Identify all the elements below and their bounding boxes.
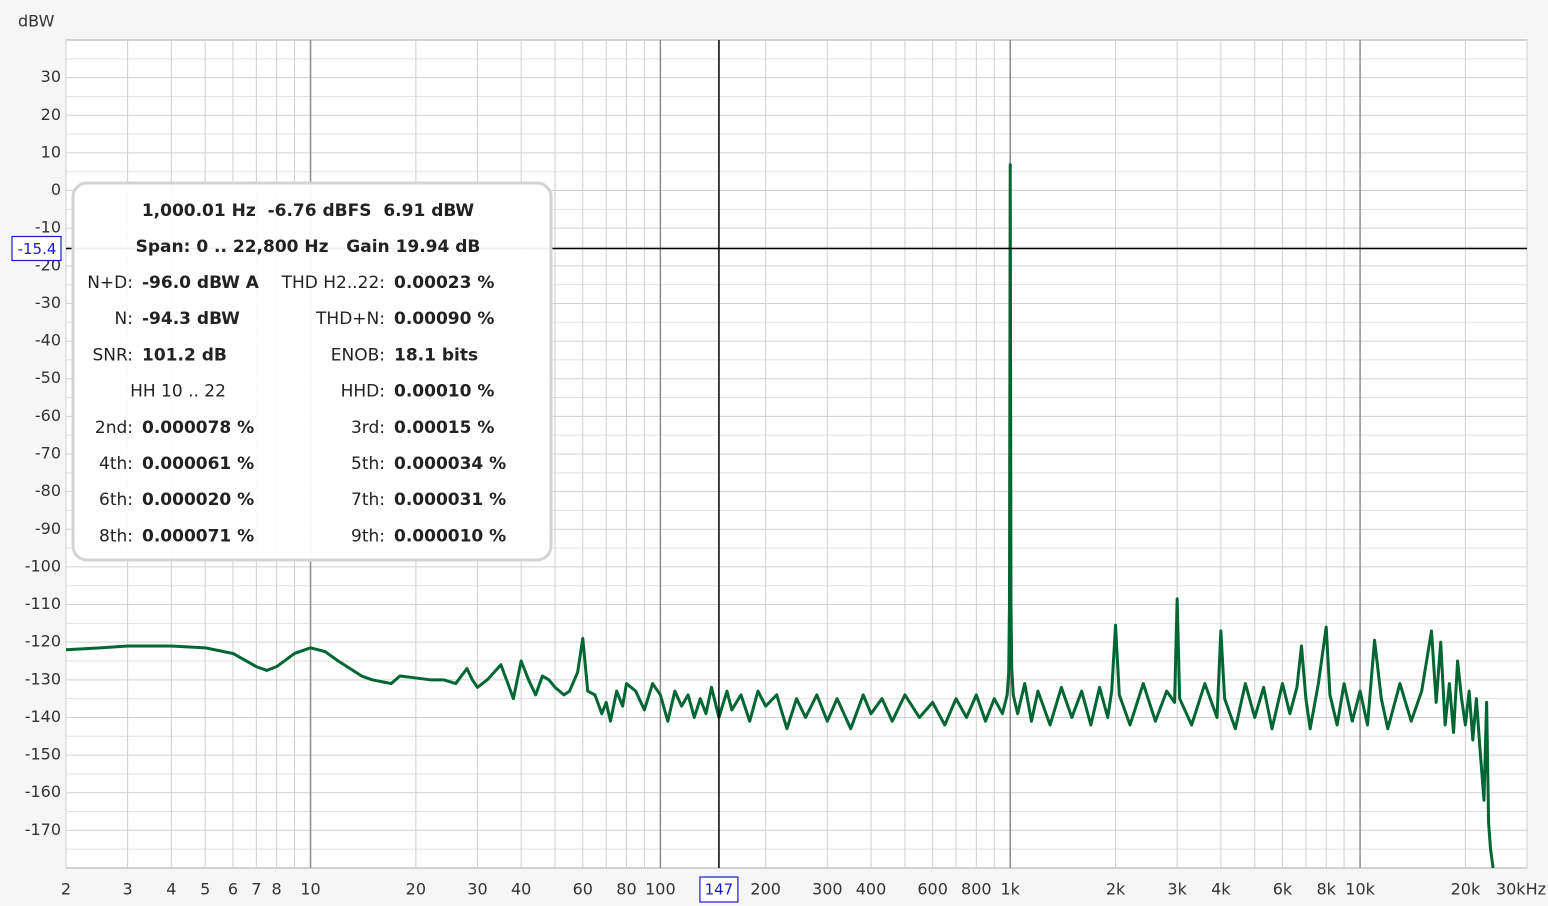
info-value: 0.000034 % <box>394 454 506 474</box>
info-label: THD H2..22: <box>281 273 385 293</box>
x-tick-label: 200 <box>750 880 781 899</box>
x-tick-label: 2 <box>61 880 71 899</box>
info-value: 0.000031 % <box>394 490 506 510</box>
info-label: THD+N: <box>315 309 385 329</box>
y-tick-label: -170 <box>25 820 61 839</box>
info-box <box>71 181 553 562</box>
x-tick-label: 20k <box>1451 880 1481 899</box>
x-tick-label: 4 <box>166 880 176 899</box>
info-value: -96.0 dBW A <box>142 273 260 293</box>
info-header: Span: 0 .. 22,800 Hz Gain 19.94 dB <box>136 237 481 257</box>
x-tick-label: 2k <box>1106 880 1126 899</box>
x-tick-label: 600 <box>917 880 948 899</box>
x-tick-label: 4k <box>1211 880 1231 899</box>
y-tick-label: -130 <box>25 669 61 688</box>
x-tick-label: 400 <box>856 880 887 899</box>
info-value: 0.00010 % <box>394 382 494 402</box>
info-value: 0.000078 % <box>142 418 254 438</box>
x-tick-label: 5 <box>200 880 210 899</box>
x-tick-label: 20 <box>406 880 426 899</box>
y-tick-label: 30 <box>41 67 61 86</box>
y-tick-label: -50 <box>35 368 61 387</box>
y-tick-label: -140 <box>25 707 61 726</box>
info-label: 2nd: <box>95 418 133 438</box>
info-value: 0.00090 % <box>394 309 494 329</box>
x-tick-label: 300 <box>812 880 843 899</box>
info-value: 0.000010 % <box>394 526 506 546</box>
y-tick-label: -100 <box>25 556 61 575</box>
spectrum-line <box>66 163 1495 868</box>
x-tick-label: 10 <box>300 880 320 899</box>
info-value: 0.00023 % <box>394 273 494 293</box>
y-axis-label: dBW <box>18 12 55 31</box>
cursor-x-label: 147 <box>705 881 734 899</box>
info-label: ENOB: <box>331 345 385 365</box>
cursor-y-box <box>11 235 62 262</box>
info-label: 6th: <box>99 490 133 510</box>
info-label: 4th: <box>99 454 133 474</box>
info-value: -94.3 dBW <box>142 309 240 329</box>
info-value: 101.2 dB <box>142 345 227 365</box>
y-tick-label: -40 <box>35 331 61 350</box>
x-tick-label: 80 <box>616 880 636 899</box>
x-tick-label: 40 <box>511 880 531 899</box>
x-tick-label: 8 <box>272 880 282 899</box>
cursor-y-label: -15.4 <box>18 240 57 258</box>
info-value: 0.000020 % <box>142 490 254 510</box>
y-tick-label: -160 <box>25 782 61 801</box>
info-label: N: <box>115 309 133 329</box>
y-tick-label: -150 <box>25 745 61 764</box>
info-label: SNR: <box>92 345 133 365</box>
info-value: 0.000061 % <box>142 454 254 474</box>
y-tick-label: -60 <box>35 406 61 425</box>
info-label: 5th: <box>351 454 385 474</box>
x-tick-label: 30kHz <box>1496 880 1546 899</box>
y-tick-label: -120 <box>25 632 61 651</box>
info-value: 0.000071 % <box>142 526 254 546</box>
info-label: N+D: <box>87 273 133 293</box>
y-tick-label: -80 <box>35 481 61 500</box>
info-value: 0.00015 % <box>394 418 494 438</box>
y-tick-label: -90 <box>35 519 61 538</box>
x-tick-label: 60 <box>573 880 593 899</box>
y-tick-label: 20 <box>41 105 61 124</box>
info-label: HH 10 .. 22 <box>130 382 226 402</box>
cursor-x-box <box>699 876 739 903</box>
y-tick-label: 10 <box>41 142 61 161</box>
info-label: 3rd: <box>351 418 385 438</box>
x-tick-label: 6k <box>1273 880 1293 899</box>
x-tick-label: 8k <box>1316 880 1336 899</box>
x-tick-label: 30 <box>467 880 487 899</box>
x-tick-label: 100 <box>645 880 676 899</box>
y-tick-label: -110 <box>25 594 61 613</box>
y-tick-label: -10 <box>35 218 61 237</box>
x-tick-label: 3k <box>1167 880 1187 899</box>
x-tick-label: 6 <box>228 880 238 899</box>
info-label: 7th: <box>351 490 385 510</box>
info-label: 9th: <box>351 526 385 546</box>
y-tick-label: 0 <box>51 180 61 199</box>
info-label: HHD: <box>341 382 385 402</box>
x-tick-label: 10k <box>1345 880 1375 899</box>
info-value: 18.1 bits <box>394 345 478 365</box>
info-label: 8th: <box>99 526 133 546</box>
y-tick-label: -70 <box>35 444 61 463</box>
x-tick-label: 1k <box>1001 880 1021 899</box>
x-tick-label: 800 <box>961 880 992 899</box>
y-tick-label: -30 <box>35 293 61 312</box>
info-header: 1,000.01 Hz -6.76 dBFS 6.91 dBW <box>142 201 475 221</box>
x-tick-label: 3 <box>123 880 133 899</box>
x-tick-label: 7 <box>251 880 261 899</box>
